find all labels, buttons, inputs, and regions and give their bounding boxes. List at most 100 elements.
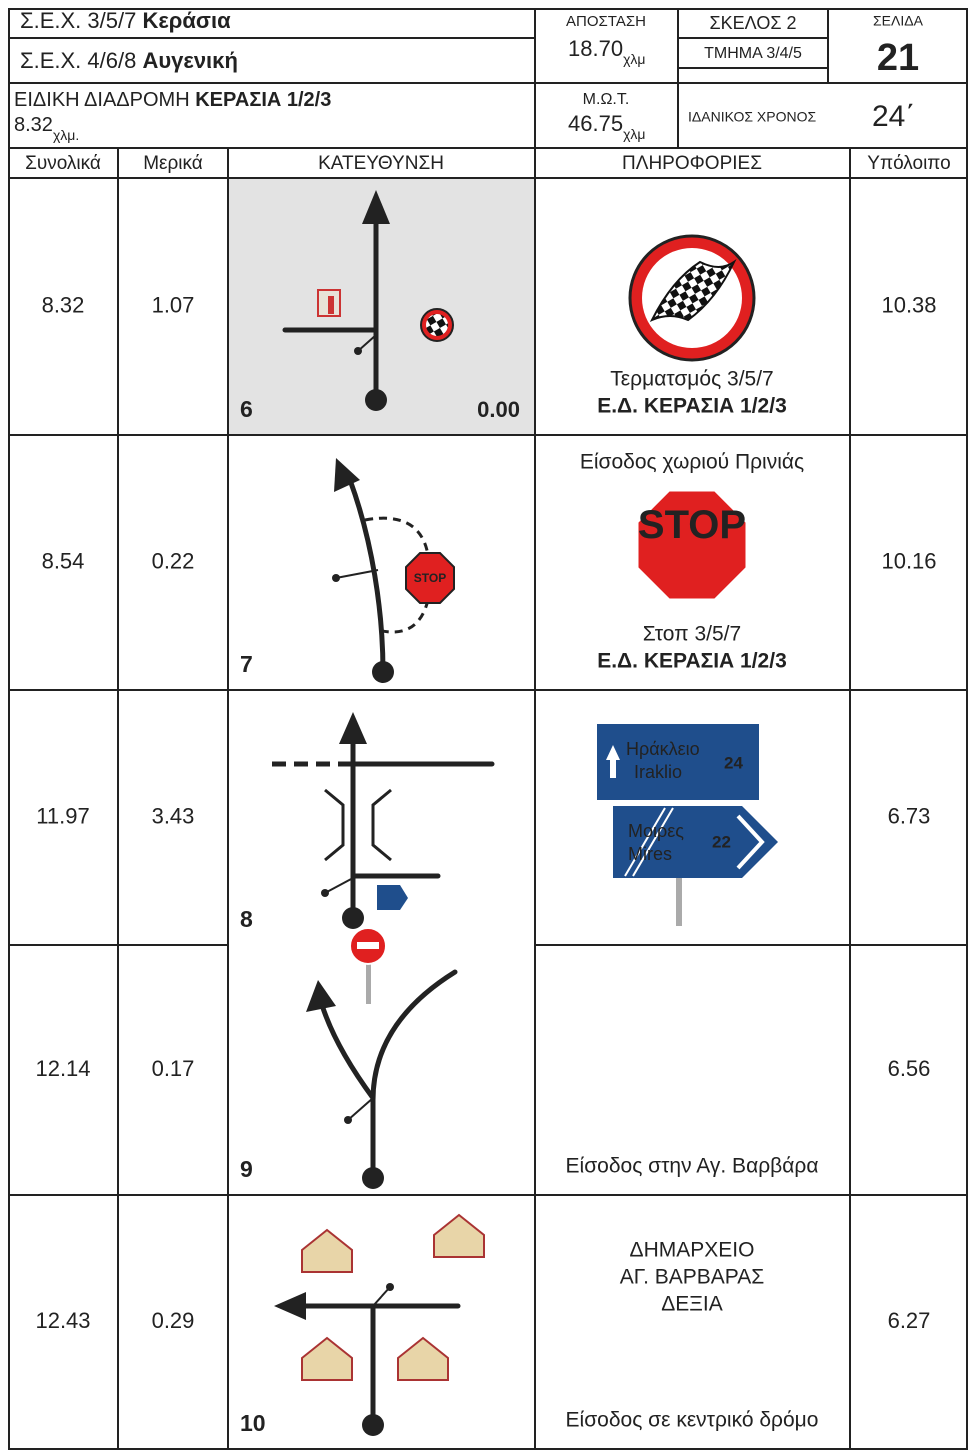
tulip-diagram-part [426, 314, 448, 336]
tulip-diagram-part [274, 1292, 306, 1320]
tulip-diagram-part [354, 347, 362, 355]
page-number: 21 [877, 37, 919, 79]
info-text: Είσοδος σε κεντρικό δρόμο [566, 1409, 819, 1432]
info-text: ΔΗΜΑΡΧΕΙΟ [630, 1239, 755, 1262]
sign-text: 22 [712, 832, 731, 851]
grid-lines-part [8, 8, 968, 1450]
tulip-diagram-part [371, 788, 392, 862]
distance-value-part: 18.70 [568, 36, 623, 61]
tulip-diagram-part [366, 960, 371, 1004]
partial-distance: 3.43 [152, 803, 195, 828]
sign-text: 24 [724, 753, 743, 772]
remaining-distance: 6.27 [888, 1308, 931, 1333]
tulip-diagram-part [344, 1116, 352, 1124]
instruction-number: 7 [240, 651, 253, 677]
column-header: Μερικά [143, 153, 203, 174]
column-header: Υπόλοιπο [867, 153, 950, 174]
special-stage-part: ΕΙΔΙΚΗ ΔΙΑΔΡΟΜΗ [14, 89, 190, 111]
tulip-diagram-part [357, 942, 379, 949]
direction-sign-part [597, 724, 759, 800]
tulip-diagram-part [334, 458, 360, 492]
sign-text: Ηράκλειο [626, 739, 700, 759]
tulip-diagram-part [328, 296, 334, 314]
tulip-diagram-part [342, 907, 364, 929]
distance-label: ΑΠΟΣΤΑΣΗ [566, 13, 646, 30]
tulip-diagram-part [372, 1286, 391, 1307]
tulip-diagram-part-part [301, 1336, 353, 1381]
distance-value: 18.70χλμ [568, 36, 645, 67]
stage-length-part: 8.32 [14, 114, 53, 136]
stop-sign [635, 488, 749, 602]
total-distance: 8.32 [42, 292, 85, 317]
stage-b-part: Σ.Ε.Χ. 4/6/8 [20, 48, 136, 73]
column-header: ΚΑΤΕΥΘΥΝΣΗ [318, 153, 444, 174]
total-distance: 8.54 [42, 548, 85, 573]
stage-length: 8.32χλμ. [14, 114, 79, 142]
instruction-number: 6 [240, 396, 253, 422]
tulip-diagram-part [377, 599, 430, 634]
info-text: ΔΕΞΙΑ [661, 1293, 723, 1316]
info-text: Ε.Δ. ΚΕΡΑΣΙΑ 1/2/3 [597, 395, 787, 418]
mot-value: 46.75χλμ [568, 111, 645, 142]
direction-sign-part [613, 806, 778, 878]
partial-distance: 0.22 [152, 548, 195, 573]
tulip-diagram-part [347, 1097, 374, 1121]
tulip-diagram-part [357, 334, 377, 352]
tulip-diagram-part [370, 969, 458, 1181]
special-stage-part: ΚΕΡΑΣΙΑ 1/2/3 [195, 89, 331, 111]
tulip-diagram-part [405, 552, 455, 604]
tulip-diagram-part [386, 1283, 394, 1291]
tulip-diagram-part [364, 516, 430, 556]
special-stage: ΕΙΔΙΚΗ ΔΙΑΔΡΟΜΗ ΚΕΡΑΣΙΑ 1/2/3 [14, 89, 331, 111]
grid-lines [8, 8, 968, 1450]
info-text: ΑΓ. ΒΑΡΒΑΡΑΣ [620, 1266, 764, 1289]
direction-sign-part [676, 878, 682, 926]
mot-value-part: χλμ [623, 126, 645, 142]
instruction-number: 10 [240, 1410, 266, 1436]
tulip-diagram-part [377, 885, 408, 910]
tulip-diagram-part [362, 1167, 384, 1189]
info-text: Τερματσμός 3/5/7 [610, 368, 773, 391]
partial-distance: 1.07 [152, 292, 195, 317]
sign-text: STOP [414, 571, 446, 585]
info-text: Είσοδος χωριού Πρινιάς [580, 451, 804, 474]
stage-a: Σ.Ε.Χ. 3/5/7 Κεράσια [20, 8, 231, 33]
tulip-diagram-part [339, 712, 367, 744]
stage-b: Σ.Ε.Χ. 4/6/8 Αυγενική [20, 48, 238, 73]
remaining-distance: 10.16 [881, 548, 936, 573]
direction-sign-part [606, 745, 620, 778]
stage-b-part: Αυγενική [142, 48, 237, 73]
direction-sign-part [632, 807, 674, 877]
tulip-diagram-part [324, 788, 345, 862]
stage-a-part: Κεράσια [142, 8, 231, 33]
tulip-diagram [272, 712, 495, 929]
tulip-diagram-part [347, 477, 386, 675]
instruction-number: 9 [240, 1156, 253, 1182]
remaining-distance: 6.56 [888, 1056, 931, 1081]
direction-sign-part [736, 814, 765, 870]
tulip-diagram [332, 458, 455, 683]
remaining-distance: 6.73 [888, 803, 931, 828]
column-header: Συνολικά [25, 153, 101, 174]
finish-flag-sign-part [649, 258, 737, 323]
info-text: Ε.Δ. ΚΕΡΑΣΙΑ 1/2/3 [597, 650, 787, 673]
column-header: ΠΛΗΡΟΦΟΡΙΕΣ [622, 153, 762, 174]
tulip-diagram-part [321, 889, 329, 897]
mot-value-part: 46.75 [568, 111, 623, 136]
tulip-diagram [306, 927, 458, 1189]
sign-text: Iraklio [634, 762, 682, 782]
tulip-diagram-part-part [433, 1213, 485, 1258]
tulip-diagram-part [362, 1414, 384, 1436]
direction-sign-part [624, 807, 666, 877]
tulip-diagram-part [372, 661, 394, 683]
info-text: Στοπ 3/5/7 [643, 623, 741, 646]
tulip-diagram [274, 1213, 485, 1436]
sign-text: Mires [628, 844, 672, 864]
partial-distance: 0.17 [152, 1056, 195, 1081]
total-distance: 11.97 [36, 803, 89, 828]
tulip-diagram-part [319, 1002, 376, 1101]
direction-sign [597, 724, 778, 926]
section: ΤΜΗΜΑ 3/4/5 [704, 45, 802, 62]
